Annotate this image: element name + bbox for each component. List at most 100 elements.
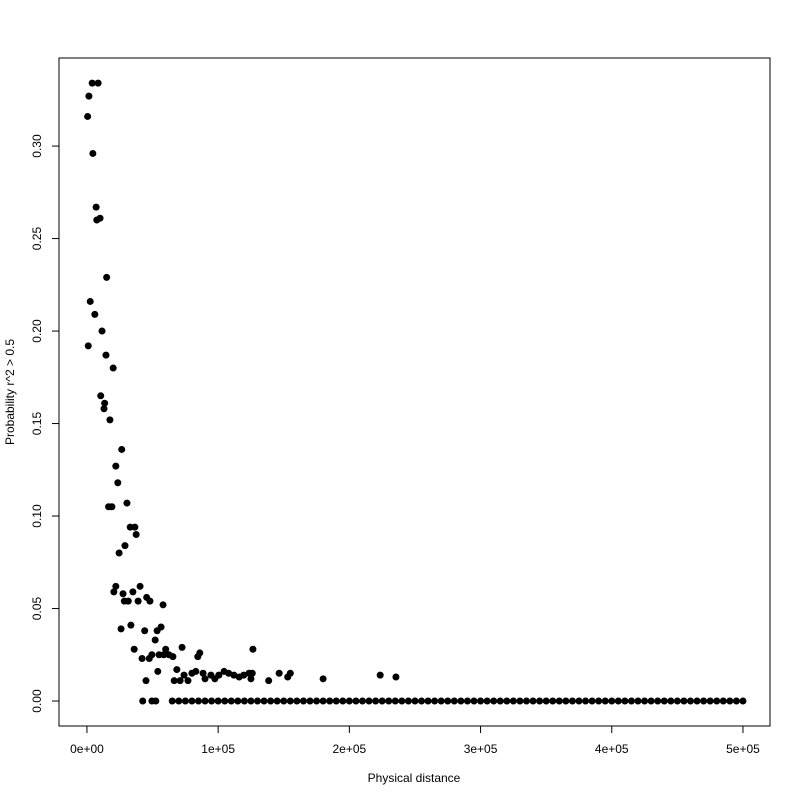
point: [660, 697, 668, 705]
point: [319, 697, 327, 705]
x-tick-label: 5e+05: [726, 742, 760, 756]
point: [97, 392, 105, 400]
y-tick-label: 0.20: [30, 319, 44, 343]
point: [86, 297, 94, 305]
point: [136, 582, 144, 590]
point: [102, 351, 110, 359]
point: [157, 623, 165, 631]
point: [267, 697, 275, 705]
point: [178, 643, 186, 651]
y-tick-label: 0.00: [30, 689, 44, 713]
point: [424, 697, 432, 705]
point: [365, 697, 373, 705]
point: [141, 627, 149, 635]
point: [96, 214, 104, 222]
point: [118, 445, 126, 453]
point: [142, 677, 150, 685]
point: [151, 636, 159, 644]
point: [247, 675, 255, 683]
point: [536, 697, 544, 705]
y-tick-label: 0.15: [30, 412, 44, 436]
point: [673, 697, 681, 705]
point: [647, 697, 655, 705]
point: [739, 697, 747, 705]
point: [516, 697, 524, 705]
point: [437, 697, 445, 705]
y-tick-label: 0.05: [30, 597, 44, 621]
x-tick-label: 4e+05: [595, 742, 629, 756]
x-axis-label: Physical distance: [368, 771, 461, 785]
point: [726, 697, 734, 705]
point: [654, 697, 662, 705]
point: [117, 625, 125, 633]
point: [123, 499, 131, 507]
point: [121, 542, 129, 550]
point: [549, 697, 557, 705]
y-tick-label: 0.25: [30, 227, 44, 251]
plot-frame: [58, 57, 771, 727]
point: [240, 697, 248, 705]
point: [265, 677, 273, 685]
point: [522, 697, 530, 705]
point: [101, 399, 109, 407]
point: [444, 697, 452, 705]
point: [176, 677, 184, 685]
point: [306, 697, 314, 705]
point: [529, 697, 537, 705]
point: [91, 310, 99, 318]
x-tick-label: 0e+00: [70, 742, 104, 756]
point: [299, 697, 307, 705]
point: [339, 697, 347, 705]
point: [110, 588, 118, 596]
point: [286, 697, 294, 705]
point: [463, 697, 471, 705]
point: [483, 697, 491, 705]
point: [719, 697, 727, 705]
point: [332, 697, 340, 705]
point: [215, 671, 223, 679]
point: [693, 697, 701, 705]
point: [201, 697, 209, 705]
point: [112, 582, 120, 590]
point: [254, 697, 262, 705]
point: [706, 697, 714, 705]
point: [641, 697, 649, 705]
point: [477, 697, 485, 705]
point: [208, 697, 216, 705]
point: [169, 653, 177, 661]
point: [247, 697, 255, 705]
x-tick-label: 1e+05: [201, 742, 235, 756]
point: [280, 697, 288, 705]
point: [214, 697, 222, 705]
point: [130, 645, 138, 653]
point: [352, 697, 360, 705]
point: [181, 697, 189, 705]
point: [173, 666, 181, 674]
point: [490, 697, 498, 705]
point: [398, 697, 406, 705]
point: [431, 697, 439, 705]
point: [92, 203, 100, 211]
point: [84, 112, 92, 120]
point: [114, 479, 122, 487]
point: [84, 342, 92, 350]
point: [680, 697, 688, 705]
point: [248, 669, 256, 677]
point: [234, 697, 242, 705]
point: [175, 697, 183, 705]
point: [601, 697, 609, 705]
point: [470, 697, 478, 705]
point: [562, 697, 570, 705]
point: [260, 697, 268, 705]
point: [194, 697, 202, 705]
point: [98, 327, 106, 335]
point: [89, 149, 97, 157]
point: [595, 697, 603, 705]
point: [227, 697, 235, 705]
point: [139, 697, 147, 705]
point: [358, 697, 366, 705]
point: [152, 697, 160, 705]
point: [686, 697, 694, 705]
point: [159, 601, 167, 609]
